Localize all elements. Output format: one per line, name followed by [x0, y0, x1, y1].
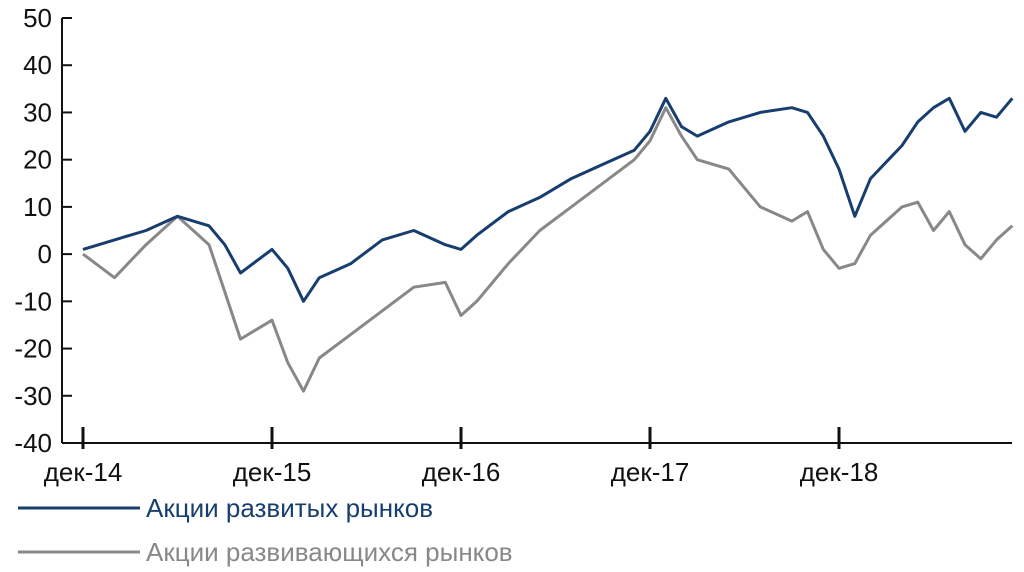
x-tick-label: дек-16: [422, 457, 501, 487]
legend-label-developed: Акции развитых рынков: [146, 493, 433, 523]
y-tick-label: 20: [23, 145, 52, 175]
y-tick-label: 10: [23, 192, 52, 222]
series-line-developed: [82, 96, 1014, 303]
legend: Акции развитых рынков Акции развивающихс…: [18, 493, 513, 567]
y-tick-label: 50: [23, 3, 52, 33]
x-tick-label: дек-14: [44, 457, 123, 487]
y-tick-label: 40: [23, 50, 52, 80]
y-tick-label: -30: [14, 381, 52, 411]
legend-label-emerging: Акции развивающихся рынков: [146, 537, 513, 567]
y-tick-label: 30: [23, 97, 52, 127]
x-axis-ticks: дек-14 дек-15 дек-16 дек-17 дек-18: [44, 427, 879, 487]
x-tick-label: дек-15: [233, 457, 312, 487]
y-tick-label: -10: [14, 286, 52, 316]
x-tick-label: дек-18: [800, 457, 879, 487]
y-axis-ticks: -40 -30 -20 -10 0 10 20 30 40 50: [14, 3, 72, 458]
y-tick-label: -40: [14, 428, 52, 458]
series-line-emerging: [82, 106, 1014, 393]
y-tick-label: -20: [14, 334, 52, 364]
x-tick-label: дек-17: [611, 457, 690, 487]
series-layer: [82, 96, 1014, 393]
y-tick-label: 0: [38, 239, 52, 269]
